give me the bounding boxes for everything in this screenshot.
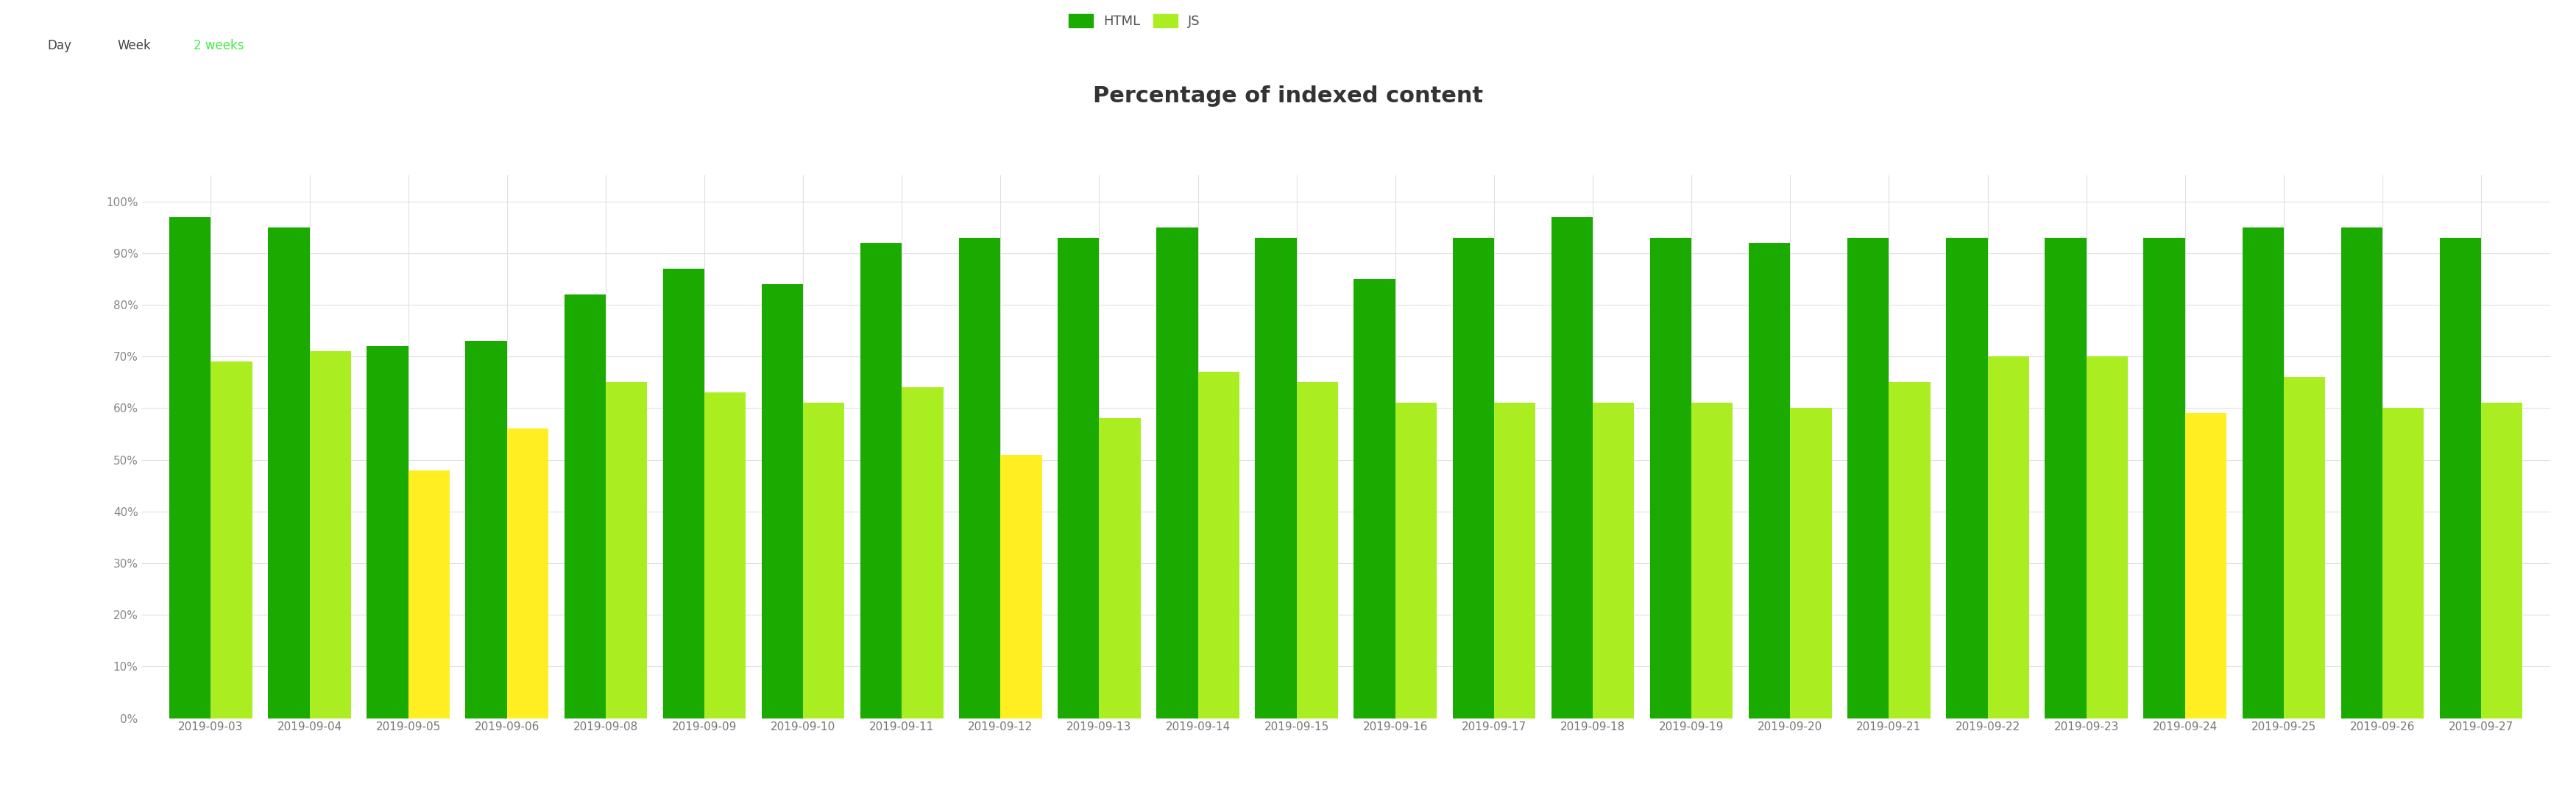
Bar — [170, 217, 211, 718]
Bar — [1888, 382, 1929, 718]
Bar — [1945, 238, 1989, 718]
Bar — [1453, 238, 1494, 718]
Bar — [2383, 408, 2424, 718]
Bar — [1100, 418, 1141, 718]
Bar — [1847, 238, 1888, 718]
Bar — [466, 341, 507, 718]
Bar — [268, 227, 309, 718]
Bar — [2439, 238, 2481, 718]
Bar — [958, 238, 999, 718]
Bar — [1296, 382, 1337, 718]
Bar — [366, 346, 407, 718]
Bar — [2241, 227, 2285, 718]
Bar — [2184, 413, 2226, 718]
Bar — [407, 470, 451, 718]
Bar — [804, 403, 845, 718]
Text: Day: Day — [46, 39, 72, 53]
Bar — [703, 393, 747, 718]
Bar — [1749, 243, 1790, 718]
Bar — [1355, 279, 1396, 718]
Legend: HTML, JS: HTML, JS — [1064, 9, 1206, 34]
Bar — [999, 455, 1041, 718]
Bar — [902, 388, 943, 718]
Bar — [2045, 238, 2087, 718]
Bar — [1592, 403, 1633, 718]
Bar — [2342, 227, 2383, 718]
FancyBboxPatch shape — [26, 18, 283, 74]
Bar — [1651, 238, 1692, 718]
Bar — [1989, 357, 2030, 718]
Bar — [1198, 372, 1239, 718]
Text: Percentage of indexed content: Percentage of indexed content — [1092, 85, 1484, 106]
Bar — [309, 351, 350, 718]
Bar — [2143, 238, 2184, 718]
Bar — [662, 269, 703, 718]
Bar — [1790, 408, 1832, 718]
Bar — [1396, 403, 1437, 718]
Bar — [2087, 357, 2128, 718]
Bar — [860, 243, 902, 718]
Text: 2 weeks: 2 weeks — [193, 39, 245, 53]
Bar — [1551, 217, 1592, 718]
Bar — [564, 294, 605, 718]
Bar — [1059, 238, 1100, 718]
Bar — [2285, 377, 2326, 718]
Bar — [507, 429, 549, 718]
Bar — [2481, 403, 2522, 718]
Bar — [1494, 403, 1535, 718]
Bar — [762, 284, 804, 718]
Bar — [1157, 227, 1198, 718]
Bar — [1255, 238, 1296, 718]
Text: Week: Week — [116, 39, 152, 53]
Bar — [211, 361, 252, 718]
Bar — [1692, 403, 1734, 718]
Bar — [605, 382, 647, 718]
